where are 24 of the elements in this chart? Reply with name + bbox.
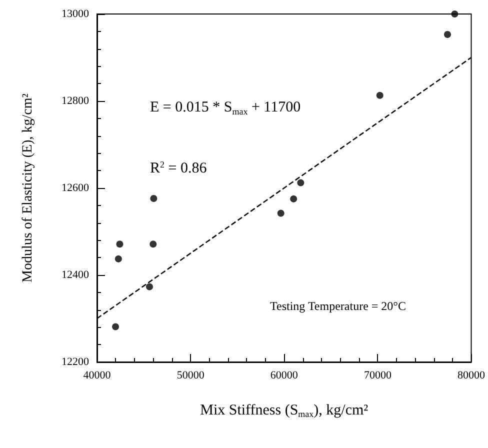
x-tick-label: 70000 (364, 370, 392, 382)
x-tick-label: 80000 (458, 370, 486, 382)
point (150, 240, 157, 248)
x-tick-label: 60000 (270, 370, 298, 382)
y-axis-title: Modulus of Elasticity (E), kg/cm² (20, 94, 36, 282)
x-tick-label: 50000 (176, 370, 205, 382)
point (146, 283, 153, 290)
x-tick-label: 40000 (83, 370, 112, 382)
point (297, 179, 304, 186)
point (444, 30, 451, 38)
y-tick-label: 12200 (62, 356, 90, 368)
y-tick-label: 12600 (62, 182, 90, 194)
point (150, 194, 158, 202)
point (451, 10, 458, 18)
annotation: Testing Temperature = 20°C (270, 299, 406, 313)
point (112, 323, 120, 330)
point (277, 210, 284, 217)
y-tick-label: 13000 (62, 8, 90, 20)
point (376, 92, 384, 99)
point (290, 195, 298, 202)
point (116, 240, 124, 248)
y-tick-label: 12400 (62, 269, 90, 281)
y-tick-label: 12800 (62, 95, 90, 107)
point (114, 255, 122, 262)
